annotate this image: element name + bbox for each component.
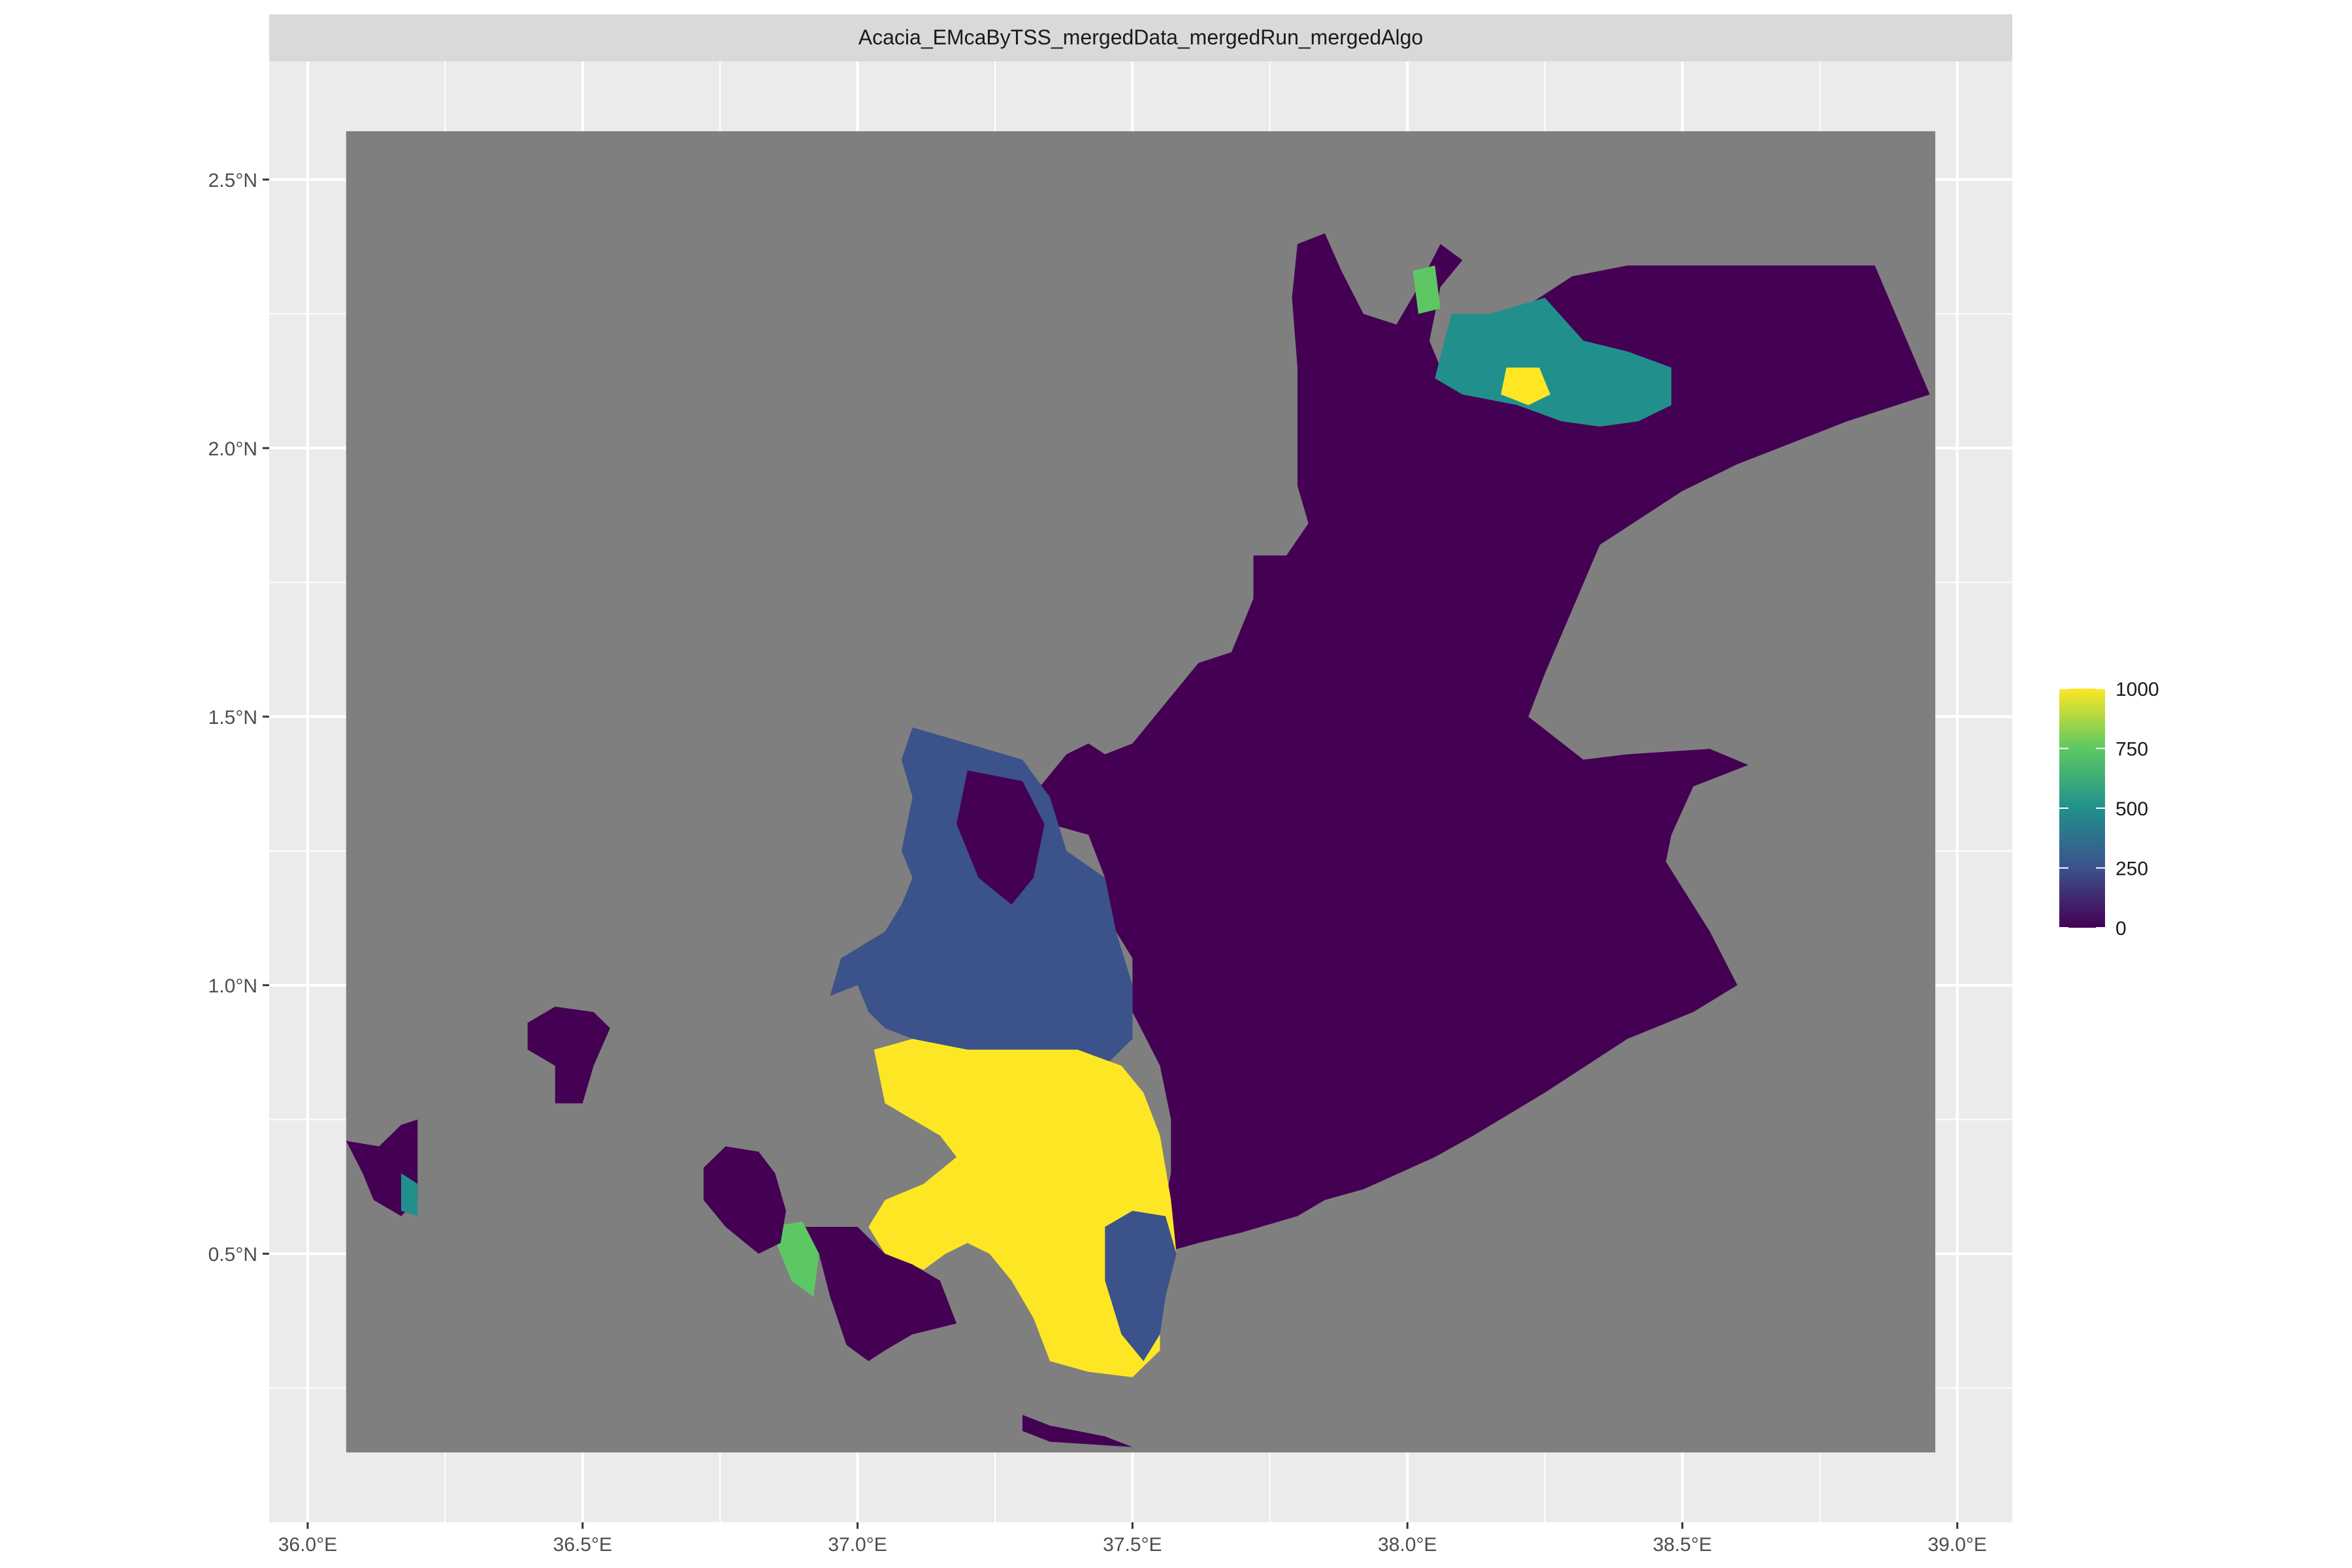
x-tick-label: 38.5°E <box>1653 1534 1712 1556</box>
y-tick-label: 2.0°N <box>208 438 257 460</box>
colorbar-label: 1000 <box>2115 679 2159 700</box>
x-tick-label: 39.0°E <box>1928 1534 1987 1556</box>
region-green-tri <box>769 1221 819 1297</box>
colorbar-legend: 1000 750 500 250 0 <box>2059 679 2159 939</box>
region-west-edge-left <box>346 1119 418 1217</box>
colorbar-ticks: 1000 750 500 250 0 <box>2059 679 2159 939</box>
region-south-block <box>868 1039 1177 1377</box>
facet-strip <box>269 14 2012 61</box>
y-tick-label: 2.5°N <box>208 170 257 191</box>
y-tick-label: 1.0°N <box>208 975 257 997</box>
x-axis: 36.0°E 36.5°E 37.0°E 37.5°E 38.0°E 38.5°E 39.0… <box>278 1522 1987 1556</box>
region-west-edge-spot <box>401 1173 418 1217</box>
region-south-block-east <box>1105 1211 1177 1362</box>
region-ne-patch <box>1435 297 1672 427</box>
x-tick-label: 37.0°E <box>828 1534 887 1556</box>
x-tick-label: 36.0°E <box>278 1534 337 1556</box>
colorbar-label: 750 <box>2115 739 2148 760</box>
region-blob-mid <box>703 1146 787 1254</box>
colorbar-label: 0 <box>2115 918 2127 939</box>
facet-title: Acacia_EMcaByTSS_mergedData_mergedRun_me… <box>858 25 1423 49</box>
x-tick-label: 38.0°E <box>1378 1534 1437 1556</box>
region-strip-core <box>956 770 1045 905</box>
region-lower-shape <box>802 1226 957 1362</box>
raster-regions <box>346 233 1930 1447</box>
region-west-strip <box>830 727 1133 1066</box>
y-tick-label: 1.5°N <box>208 707 257 728</box>
region-ne-core <box>1501 367 1550 406</box>
region-blob-left <box>527 1006 610 1103</box>
x-tick-label: 36.5°E <box>553 1534 612 1556</box>
x-tick-label: 37.5°E <box>1103 1534 1162 1556</box>
colorbar-label: 250 <box>2115 858 2148 880</box>
y-tick-label: 0.5°N <box>208 1244 257 1266</box>
region-main <box>1022 233 1930 1254</box>
colorbar-label: 500 <box>2115 798 2148 820</box>
y-axis: 0.5°N 1.0°N 1.5°N 2.0°N 2.5°N <box>208 170 269 1266</box>
region-north-tip <box>1413 265 1441 314</box>
region-bottom-sliver <box>1022 1414 1133 1447</box>
